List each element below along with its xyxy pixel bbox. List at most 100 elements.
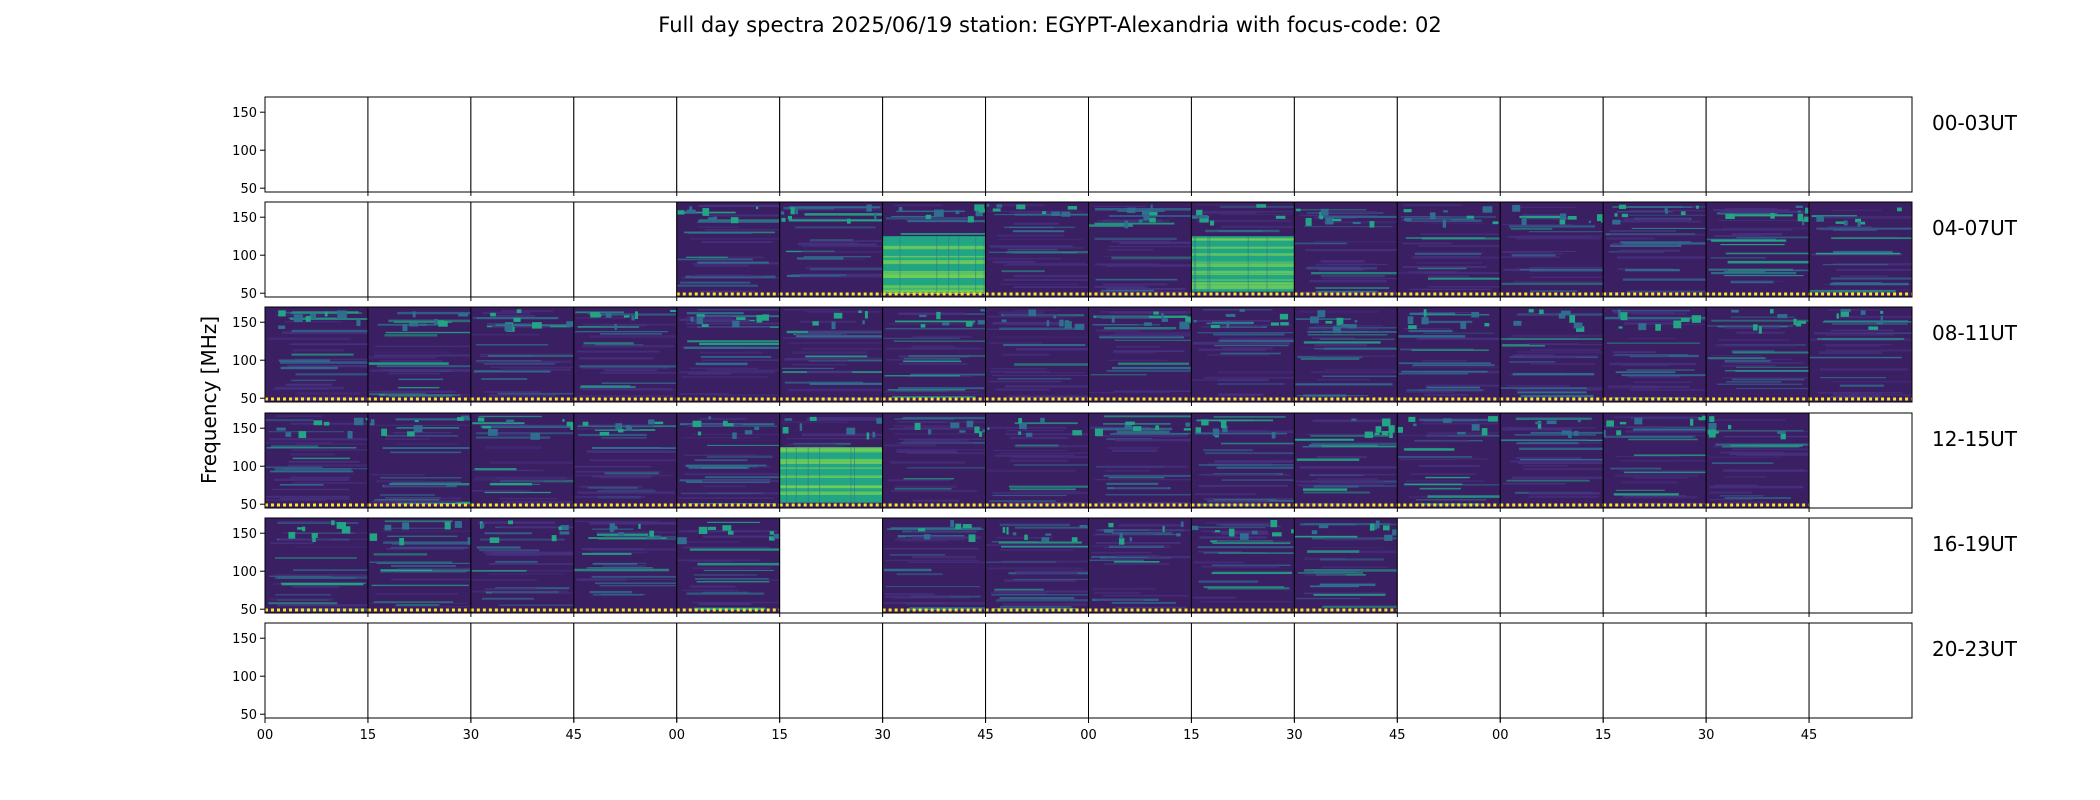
emission-patch [610,527,614,533]
empty-panel [367,202,471,297]
emission-line [993,449,1068,451]
emission-line [488,394,557,397]
emission-patch [1795,322,1802,327]
emission-line [1516,388,1604,391]
emission-patch [312,537,316,543]
emission-patch [1125,421,1135,425]
emission-line [281,532,368,534]
emission-line [1731,378,1805,381]
emission-line [1106,265,1192,268]
emission-patch [923,534,931,540]
emission-line [1528,230,1604,233]
emission-patch [1857,221,1861,227]
emission-line [1419,311,1471,314]
spectrum-panel [1293,96,1398,196]
chart-title: Full day spectra 2025/06/19 station: EGY… [658,13,1441,37]
emission-patch [1758,326,1762,334]
emission-line [1220,565,1280,568]
emission-patch [1457,431,1466,435]
emission-line [805,355,868,358]
emission-patch [457,417,464,421]
empty-panel [1809,623,1912,718]
emission-line [1621,319,1707,321]
burst-line [899,236,901,292]
emission-line [1427,432,1501,434]
emission-line [290,476,351,479]
emission-line [895,449,986,451]
emission-line [1728,214,1793,217]
emission-line [800,320,857,323]
emission-patch [942,322,950,326]
burst-line [983,236,985,292]
emission-line [373,351,451,353]
emission-line [809,240,883,242]
empty-panel [779,623,883,718]
emission-patch [790,207,795,215]
emission-line [1720,210,1810,214]
emission-line [1104,563,1170,565]
emission-patch [833,312,843,319]
emission-patch [696,314,705,318]
burst-line [882,289,986,292]
emission-line [1008,249,1058,251]
emission-line [1833,250,1893,253]
spectrum-panel [1602,201,1707,301]
emission-line [1202,309,1273,311]
emission-patch [1317,310,1326,318]
spectrum-panel [264,622,369,719]
emission-patch [1108,522,1114,528]
emission-line [893,425,953,428]
emission-line [706,521,760,523]
emission-patch [987,427,990,430]
emission-line [1007,502,1089,505]
emission-patch [866,432,870,440]
emission-line [1321,566,1389,569]
emission-line [1814,332,1878,335]
emission-line [702,591,749,594]
emission-patch [1225,313,1236,317]
spectrum-panel [676,412,781,512]
emission-line [1016,347,1089,351]
emission-line [795,446,838,448]
emission-patch [1442,219,1447,228]
emission-patch [1797,210,1801,213]
emission-patch [1374,432,1380,435]
emission-patch [962,524,972,529]
emission-line [1325,523,1398,526]
emission-line [1203,498,1295,501]
emission-line [788,219,883,222]
emission-patch [1382,418,1391,427]
emission-line [1508,361,1556,363]
emission-line [1321,445,1398,448]
emission-line [574,520,659,523]
emission-line [1427,275,1470,278]
emission-patch [1332,326,1341,334]
emission-line [490,366,574,368]
emission-line [885,559,979,561]
emission-patch [489,537,500,544]
emission-line [374,354,471,357]
spectrum-panel [779,306,884,406]
emission-patch [967,216,974,223]
emission-line [1303,491,1370,494]
emission-patch [560,525,569,531]
empty-panel [676,97,780,192]
emission-line [801,433,883,437]
emission-line [1113,350,1185,353]
emission-line [1194,204,1259,206]
emission-patch [1296,208,1301,212]
emission-line [265,466,323,468]
emission-line [686,256,728,259]
emission-patch [1840,309,1849,317]
emission-patch [1802,218,1805,226]
emission-line [384,438,430,440]
emission-line [295,373,368,376]
emission-line [1196,503,1257,506]
emission-line [1410,218,1475,220]
emission-line [501,310,553,312]
emission-line [1832,381,1912,383]
emission-line [898,387,985,390]
emission-line [1099,336,1185,339]
emission-line [1399,434,1449,437]
